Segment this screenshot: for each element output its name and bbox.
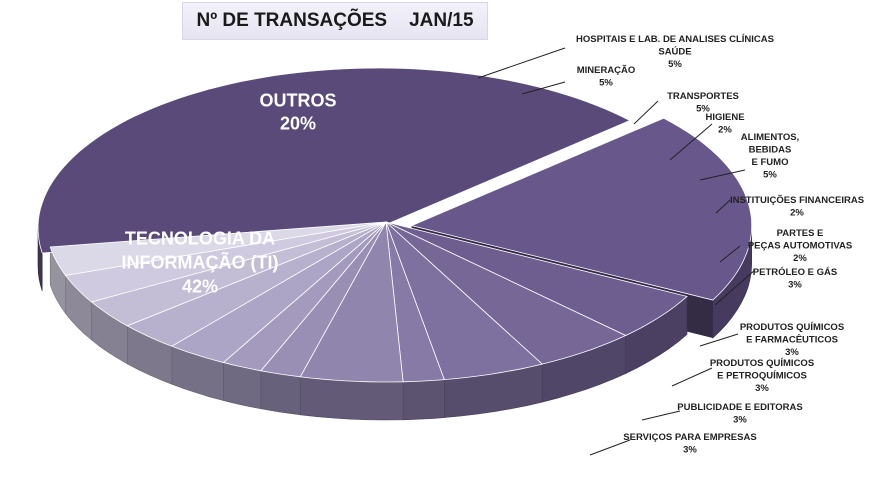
- leader-line-transportes: [633, 100, 659, 125]
- pie-side-alimentos-bebidas-e-fumo: [300, 376, 404, 421]
- slice-pct-transportes: 5%: [696, 104, 710, 115]
- pie-slice-hospitais-e-lab-de-analises-clinicas-saude: [385, 221, 688, 336]
- pie-slice-alimentos-bebidas-e-fumo: [299, 220, 404, 383]
- slice-label-produtos-quimicos-e-petroquimicos: PRODUTOS QUÍMICOS: [710, 358, 814, 369]
- slice-pct-tecnologia-da-informacao-ti: 42%: [182, 276, 218, 296]
- slice-label-hospitais-e-lab-de-analises-clinicas-saude: SAÚDE: [658, 46, 691, 58]
- slice-label-alimentos-bebidas-e-fumo: BEBIDAS: [749, 145, 792, 156]
- chart-title: Nº DE TRANSAÇÕES JAN/15: [182, 2, 488, 40]
- leader-line-mineracao: [521, 81, 566, 95]
- pie-slice-servicos-para-empresas: [49, 221, 387, 276]
- slice-pct-produtos-quimicos-e-petroquimicos: 3%: [755, 383, 769, 394]
- slice-pct-petroleo-e-gas: 3%: [788, 280, 802, 291]
- slice-pct-produtos-quimicos-e-farmaceuticos: 3%: [785, 347, 799, 358]
- leader-line-produtos-quimicos-e-petroquimicos: [671, 367, 713, 387]
- leader-line-hospitais-e-lab-de-analises-clinicas-saude: [477, 47, 566, 79]
- pie-slice-mineracao: [385, 221, 627, 365]
- pie-slice-tecnologia-da-informacao-ti: [37, 67, 631, 254]
- slice-label-publicidade-e-editoras: PUBLICIDADE E EDITORAS: [677, 402, 802, 413]
- chart-title-period: JAN/15: [409, 10, 474, 31]
- pie-side-higiene: [402, 379, 445, 421]
- slice-pct-hospitais-e-lab-de-analises-clinicas-saude: 5%: [668, 59, 682, 70]
- slice-pct-alimentos-bebidas-e-fumo: 5%: [763, 170, 777, 181]
- pie-side-instituicoes-financeiras: [260, 370, 301, 416]
- slice-pct-higiene: 2%: [718, 125, 732, 136]
- slice-label-servicos-para-empresas: SERVIÇOS PARA EMPRESAS: [623, 432, 756, 443]
- slice-pct-outros: 20%: [280, 113, 316, 133]
- pie-slice-petroleo-e-gas: [170, 221, 387, 363]
- slice-label-tecnologia-da-informacao-ti: INFORMAÇÃO (TI): [122, 251, 279, 272]
- slice-label-tecnologia-da-informacao-ti: TECNOLOGIA DA: [125, 228, 275, 248]
- slice-label-higiene: HIGIENE: [705, 112, 744, 123]
- slice-label-produtos-quimicos-e-farmaceuticos: E FARMACÊUTICOS: [746, 334, 838, 346]
- slice-label-outros: OUTROS: [259, 90, 336, 110]
- slice-label-hospitais-e-lab-de-analises-clinicas-saude: HOSPITAIS E LAB. DE ANALISES CLÍNICAS: [576, 34, 774, 45]
- pie-slices: [37, 67, 753, 383]
- leader-line-petroleo-e-gas: [714, 269, 756, 306]
- slice-label-alimentos-bebidas-e-fumo: ALIMENTOS,: [741, 132, 799, 143]
- pie-slice-publicidade-e-editoras: [64, 221, 387, 303]
- leader-lines: [477, 47, 756, 456]
- slice-label-partes-e-pecas-automotivas: PEÇAS AUTOMOTIVAS: [748, 241, 852, 252]
- pie-slice-produtos-quimicos-e-petroquimicos: [90, 221, 387, 327]
- pie-slice-outros: [410, 117, 753, 301]
- pie-slice-transportes: [385, 221, 544, 381]
- chart-title-main: Nº DE TRANSAÇÕES: [196, 10, 388, 31]
- slice-labels: TECNOLOGIA DA INFORMAÇÃO (TI) 42% OUTROS 20%…: [122, 34, 865, 456]
- pie-slice-produtos-quimicos-e-farmaceuticos: [126, 221, 387, 347]
- slice-label-transportes: TRANSPORTES: [667, 91, 739, 102]
- slice-label-instituicoes-financeiras: INSTITUIÇÕES FINANCEIRAS: [730, 195, 864, 206]
- slice-pct-publicidade-e-editoras: 3%: [733, 415, 747, 426]
- slice-pct-mineracao: 5%: [599, 78, 613, 89]
- slice-label-petroleo-e-gas: PETRÓLEO E GÁS: [753, 266, 837, 278]
- slice-pct-servicos-para-empresas: 3%: [683, 445, 697, 456]
- leader-line-produtos-quimicos-e-farmaceuticos: [699, 333, 739, 347]
- leader-line-partes-e-pecas-automotivas: [719, 245, 741, 263]
- slice-label-alimentos-bebidas-e-fumo: E FUMO: [752, 157, 789, 168]
- leader-line-servicos-para-empresas: [589, 439, 631, 456]
- slice-label-partes-e-pecas-automotivas: PARTES E: [777, 228, 824, 239]
- leader-line-alimentos-bebidas-e-fumo: [699, 169, 746, 181]
- slice-label-mineracao: MINERAÇÃO: [577, 65, 636, 76]
- slice-pct-instituicoes-financeiras: 2%: [790, 208, 804, 219]
- leader-line-higiene: [669, 123, 713, 161]
- slice-label-produtos-quimicos-e-petroquimicos: E PETROQUÍMICOS: [717, 371, 807, 382]
- slice-pct-partes-e-pecas-automotivas: 2%: [793, 253, 807, 264]
- leader-line-publicidade-e-editoras: [641, 410, 681, 421]
- slice-label-produtos-quimicos-e-farmaceuticos: PRODUTOS QUÍMICOS: [740, 322, 844, 333]
- leader-line-instituicoes-financeiras: [715, 199, 731, 214]
